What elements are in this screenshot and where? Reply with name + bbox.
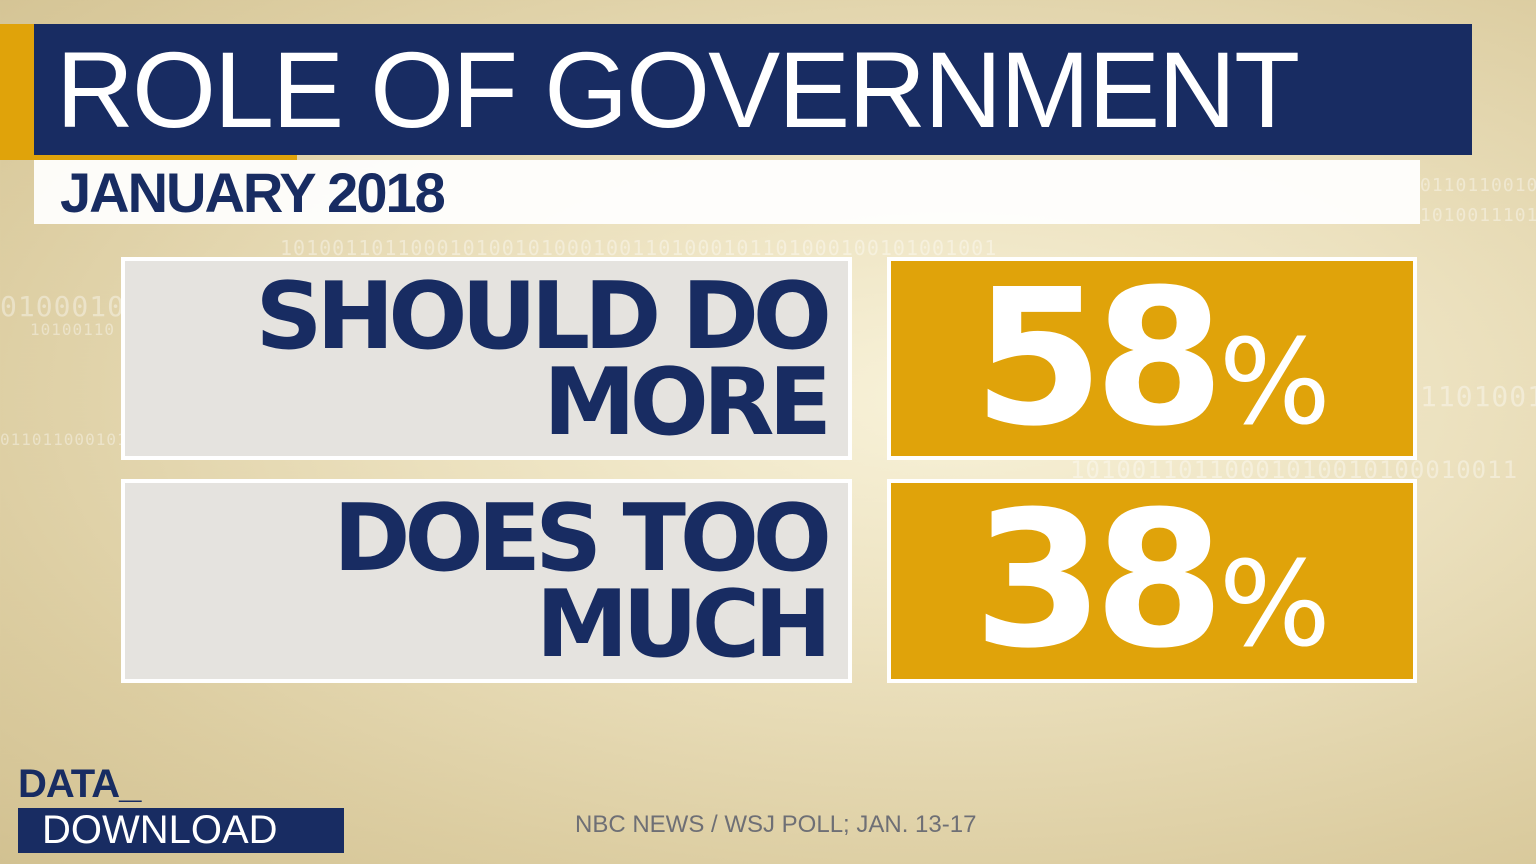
accent-bar [0,24,34,156]
logo-data-word: DATA_ [18,762,141,806]
result-label-line: MORE [543,347,832,456]
accent-underline [0,152,297,160]
result-label-line: DOES TOO [333,484,832,592]
data-download-logo: DATA_ DOWNLOAD [18,762,344,853]
percent-sign: % [1218,535,1331,673]
result-value: 58 [973,248,1225,468]
background-texture: 011011000101001 [0,430,160,449]
title-banner: ROLE OF GOVERNMENT [34,24,1472,155]
subtitle-banner: JANUARY 2018 [34,160,1420,224]
result-label-line: MUCH [535,570,832,678]
background-texture: 10100110 [30,320,116,339]
logo-download-box: DOWNLOAD [18,808,344,853]
result-value: 38 [973,471,1225,690]
background-texture: 10100111010 [1420,205,1536,226]
result-label-box-does-too-much: DOES TOO MUCH [121,479,852,683]
background-texture: 1010011011000101001010001001101000101101… [280,236,998,260]
source-note: NBC NEWS / WSJ POLL; JAN. 13-17 [575,811,977,838]
result-label-line: SHOULD DO [255,261,832,370]
result-value-box-does-too-much: 38 % [887,479,1417,683]
percent-sign: % [1218,312,1331,451]
page-title: ROLE OF GOVERNMENT [56,29,1300,150]
result-value-box-should-do-more: 58 % [887,257,1417,460]
result-label-box-should-do-more: SHOULD DO MORE [121,257,852,460]
logo-download-word: DOWNLOAD [42,808,278,852]
background-texture: 0100010 [0,290,126,323]
page-subtitle: JANUARY 2018 [60,161,446,224]
